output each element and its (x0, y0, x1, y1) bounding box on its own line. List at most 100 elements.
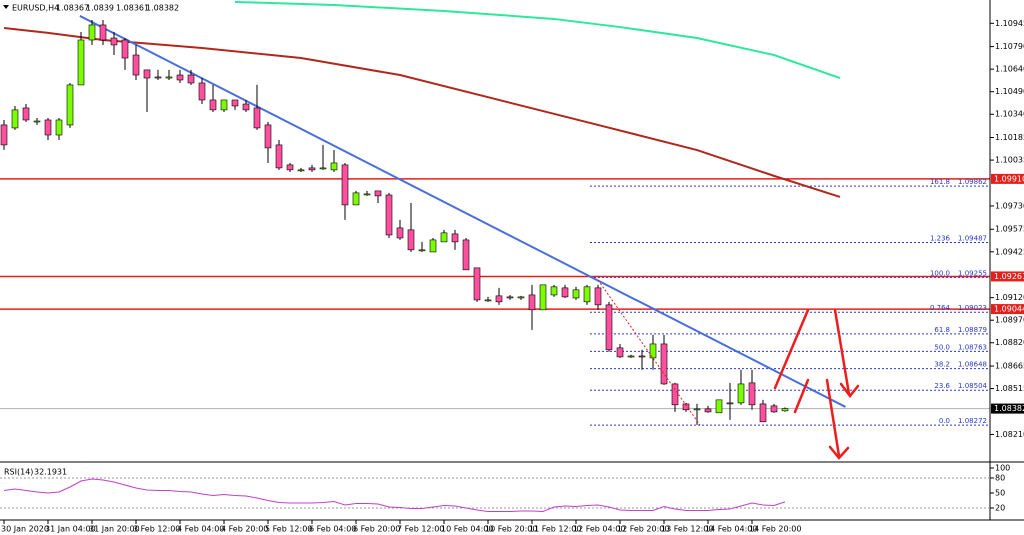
x-tick-label: 30 Jan 2020 (1, 525, 49, 534)
candle-body (407, 229, 415, 251)
fib-price: 1.09487 (958, 234, 987, 242)
arrow-stroke (773, 308, 810, 390)
y-tick-label: 1.08665 (995, 362, 1024, 371)
candle-body (583, 286, 591, 303)
y-tick-label: 1.08820 (995, 338, 1024, 347)
x-tick-label: 13 Feb 12:00 (661, 525, 713, 534)
fib-price: 1.08504 (958, 382, 987, 390)
rsi-value: 32.1931 (34, 468, 67, 477)
candle-body (495, 295, 503, 303)
y-tick-label: 1.08970 (995, 316, 1024, 325)
header-low: 1.08361 (116, 4, 149, 13)
x-tick-label: 4 Feb 20:00 (221, 525, 268, 534)
annotation-arrows (773, 308, 860, 460)
rsi-tick-label: 100 (995, 464, 1010, 473)
moving-average (3, 26, 841, 198)
fib-anchor-line (597, 279, 701, 426)
current-price-box (991, 403, 1024, 414)
candle-body (11, 109, 19, 129)
x-tick-label: 5 Feb 12:00 (265, 525, 312, 534)
candle-body (462, 239, 470, 271)
candle-body (649, 343, 657, 359)
fib-price: 1.08763 (958, 343, 987, 351)
trendline (79, 15, 846, 408)
candle-body (693, 408, 701, 411)
moving-average (234, 0, 841, 79)
candle-body (253, 107, 261, 129)
candle-body (187, 74, 195, 84)
candle-body (440, 232, 448, 243)
candle-body (121, 39, 129, 59)
x-tick-label: 12 Feb 20:00 (617, 525, 669, 534)
y-tick-label: 1.09730 (995, 201, 1024, 210)
candle-body (22, 107, 30, 121)
candle-body (33, 120, 41, 123)
candle-body (242, 103, 250, 111)
candle-body (341, 164, 349, 206)
header-open: 1.08367 (56, 4, 89, 13)
candle-body (638, 355, 646, 358)
candle-body (759, 403, 767, 423)
level-price-box (991, 173, 1024, 184)
header-high: 1.0839 (86, 4, 114, 13)
candle-body (451, 233, 459, 243)
y-tick-label: 1.10640 (995, 65, 1024, 74)
y-tick-label: 1.10340 (995, 110, 1024, 119)
fib-level: 161.8 (930, 178, 950, 186)
fib-level: 100.0 (930, 269, 950, 277)
candle-body (330, 162, 338, 171)
fib-price: 1.09862 (958, 178, 987, 186)
fib-price: 1.08272 (958, 417, 987, 425)
candle-body (209, 99, 217, 111)
fib-price: 1.09023 (958, 304, 987, 312)
candle-body (594, 287, 602, 306)
candle-body (99, 24, 107, 41)
candle-body (517, 296, 525, 299)
candle-body (154, 76, 162, 79)
candle-body (682, 403, 690, 411)
candle-body (418, 249, 426, 252)
candle-body (143, 69, 151, 79)
rsi-tick-label: 20 (995, 504, 1005, 513)
candle-body (55, 119, 63, 136)
level-price: 1.09261 (994, 272, 1024, 281)
fib-level: 1.236 (930, 234, 951, 242)
x-tick-label: 31 Jan 20:00 (89, 525, 140, 534)
fib-price: 1.08648 (958, 361, 987, 369)
y-tick-label: 1.10490 (995, 87, 1024, 96)
rsi-line (3, 478, 786, 513)
candle-body (484, 299, 492, 302)
candle-body (77, 39, 85, 86)
rsi-label: RSI(14) (4, 468, 33, 477)
arrow-head (828, 445, 850, 460)
level-price-box (991, 271, 1024, 282)
fib-price: 1.09255 (958, 269, 987, 277)
candle-body (110, 37, 118, 46)
fib-level: 50.0 (934, 343, 950, 351)
x-tick-label: 10 Feb 20:00 (485, 525, 537, 534)
level-price: 1.09044 (994, 305, 1024, 314)
fib-level: 38.2 (934, 361, 950, 369)
y-tick-label: 1.09120 (995, 293, 1024, 302)
y-tick-label: 1.09575 (995, 225, 1024, 234)
candle-body (429, 239, 437, 253)
candle-body (66, 84, 74, 126)
fib-level: 0.0 (939, 417, 950, 425)
candle-body (715, 399, 723, 414)
candle-body (198, 82, 206, 101)
header-icon (3, 5, 9, 9)
candle-body (319, 167, 327, 170)
candle-body (0, 124, 8, 146)
x-tick-label: 14 Feb 04:00 (705, 525, 757, 534)
candle-body (396, 227, 404, 239)
fib-price: 1.08879 (958, 326, 987, 334)
candle-body (572, 289, 580, 299)
candle-body (726, 402, 734, 405)
candles (0, 19, 789, 425)
candle-body (627, 355, 635, 358)
candle-body (770, 405, 778, 413)
x-tick-label: 14 Feb 20:00 (749, 525, 801, 534)
candle-body (352, 192, 360, 206)
candle-body (363, 193, 371, 196)
